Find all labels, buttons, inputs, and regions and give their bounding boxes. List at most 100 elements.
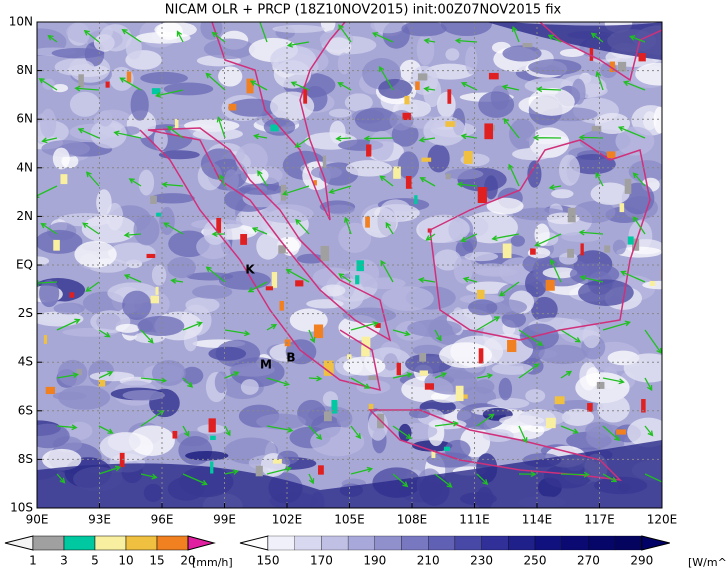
lat-label: 6S <box>18 403 33 417</box>
wind-vector <box>518 425 528 444</box>
wind-vector <box>534 233 562 247</box>
colorbar-label: 3 <box>60 554 68 568</box>
wind-vector <box>363 135 394 142</box>
precip-cell <box>78 74 84 88</box>
precip-cell <box>463 151 473 164</box>
cloud-texture <box>325 37 352 56</box>
colorbar-box <box>294 535 322 551</box>
precip-cell <box>424 383 435 390</box>
precip-cell <box>606 151 616 159</box>
wind-vector <box>602 473 618 483</box>
wind-vector <box>350 377 371 389</box>
precip-cell <box>404 95 410 105</box>
wind-vector <box>182 321 203 331</box>
cloud-texture <box>269 91 315 122</box>
cloud-texture <box>53 302 85 315</box>
wind-vector <box>454 37 478 44</box>
precip-cell <box>295 280 304 287</box>
cloud-texture <box>559 154 581 186</box>
wind-vector <box>560 425 579 434</box>
cloud-texture <box>107 242 156 264</box>
cloud-texture <box>485 299 528 315</box>
precip-cell <box>76 368 82 376</box>
cloud-texture <box>559 48 585 57</box>
cloud-texture <box>344 93 373 112</box>
wind-vector <box>37 185 58 198</box>
cloud-texture <box>345 160 393 177</box>
precip-cell <box>284 339 291 347</box>
wind-vector <box>266 425 294 433</box>
cloud-texture <box>66 421 93 440</box>
precip-cell <box>126 71 132 83</box>
cloud-texture <box>612 239 627 255</box>
wind-vector <box>121 28 142 43</box>
wind-vector <box>224 371 240 379</box>
precip-cell <box>414 195 418 205</box>
colorbar-box <box>374 535 402 551</box>
precip-cell <box>417 73 428 81</box>
colorbar-arrow <box>239 535 269 551</box>
cloud-texture <box>272 24 325 33</box>
cloud-texture <box>525 389 546 403</box>
precip-cell <box>402 112 411 121</box>
cloud-texture <box>122 390 165 401</box>
cloud-texture <box>520 323 559 350</box>
cloud-texture <box>635 62 662 86</box>
wind-vector <box>249 80 268 91</box>
precip-cell <box>507 339 517 353</box>
wind-vector <box>98 371 114 379</box>
lon-label: 96E <box>151 513 174 527</box>
wind-vector <box>620 270 646 283</box>
wind-vector <box>85 171 100 187</box>
cloud-texture <box>191 285 233 299</box>
cloud-texture <box>96 189 112 216</box>
cloud-texture <box>138 169 155 196</box>
cloud-texture <box>561 231 602 243</box>
precip-cell <box>567 248 575 258</box>
cloud-texture <box>140 71 188 85</box>
precip-cell <box>616 429 627 435</box>
wind-vector <box>423 86 436 93</box>
precip-cell <box>278 245 286 254</box>
wind-vector <box>290 81 310 91</box>
cloud-texture <box>408 408 431 419</box>
cloud-texture <box>369 130 394 161</box>
cloud-texture <box>208 346 247 361</box>
cloud-texture <box>445 48 460 61</box>
cloud-texture <box>296 253 325 264</box>
colorbar-label: 15 <box>149 554 164 568</box>
cloud-texture <box>203 38 255 60</box>
precip-cell <box>587 403 593 412</box>
precip-cell <box>375 323 381 328</box>
wind-vector <box>286 41 310 48</box>
wind-vector <box>595 70 604 91</box>
cloud-texture <box>41 448 82 471</box>
wind-vector <box>547 34 562 43</box>
cloud-texture <box>51 47 105 59</box>
cloud-texture <box>107 432 141 452</box>
wind-vector <box>257 169 268 187</box>
cloud-texture <box>89 371 135 382</box>
wind-vector <box>170 277 184 284</box>
wind-vector <box>434 372 448 379</box>
wind-vector <box>98 329 111 338</box>
wind-vector <box>182 425 190 438</box>
precip-cell <box>530 248 536 255</box>
cloud-texture <box>453 255 473 284</box>
wind-vector <box>629 35 646 43</box>
wind-vector <box>590 32 604 43</box>
precip-cell <box>522 42 533 48</box>
lon-label: 105E <box>334 513 365 527</box>
cloud-texture <box>509 118 536 150</box>
wind-vector <box>462 276 478 283</box>
wind-vector <box>123 274 142 283</box>
precip-cell <box>216 217 222 233</box>
cloud-texture <box>585 421 614 439</box>
colorbar-box <box>534 535 562 551</box>
wind-vector <box>77 128 100 139</box>
precip-cell <box>150 295 160 304</box>
cloud-texture <box>39 279 60 308</box>
wind-vector <box>98 425 114 434</box>
wind-vector <box>266 324 278 331</box>
